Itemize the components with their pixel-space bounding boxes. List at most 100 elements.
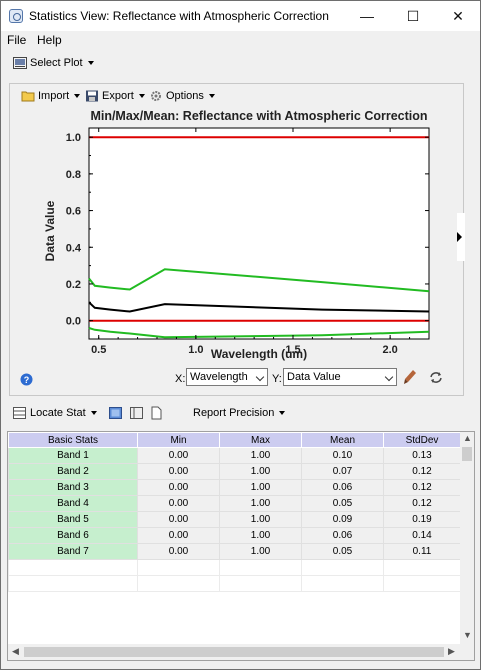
close-button[interactable]: ✕ bbox=[452, 8, 464, 24]
band-name-cell[interactable]: Band 5 bbox=[8, 511, 138, 528]
empty-cell bbox=[8, 559, 138, 576]
maximize-button[interactable]: ☐ bbox=[406, 8, 420, 24]
x-axis-select-label: X: bbox=[175, 373, 186, 385]
y-tick-label: 1.0 bbox=[66, 132, 81, 144]
scroll-down-icon[interactable]: ▼ bbox=[463, 630, 472, 640]
column-header[interactable]: Basic Stats bbox=[8, 432, 138, 448]
stat-cell[interactable]: 0.05 bbox=[301, 495, 384, 512]
stat-cell[interactable]: 0.00 bbox=[137, 463, 220, 480]
locate-stat-button[interactable]: Locate Stat bbox=[13, 407, 97, 419]
import-label: Import bbox=[38, 90, 70, 102]
stat-cell[interactable]: 0.10 bbox=[301, 447, 384, 464]
y-tick-label: 0.4 bbox=[66, 242, 82, 254]
stat-cell[interactable]: 0.12 bbox=[383, 479, 461, 496]
stat-cell[interactable]: 0.19 bbox=[383, 511, 461, 528]
report-precision-button[interactable]: Report Precision bbox=[193, 407, 286, 419]
chart-title: Min/Max/Mean: Reflectance with Atmospher… bbox=[90, 109, 427, 123]
scroll-left-icon[interactable]: ◀ bbox=[12, 646, 19, 656]
copy-icon[interactable] bbox=[151, 406, 163, 420]
stat-cell[interactable]: 1.00 bbox=[219, 479, 302, 496]
x-tick-label: 1.0 bbox=[188, 344, 203, 356]
empty-cell bbox=[137, 575, 220, 592]
stat-cell[interactable]: 0.06 bbox=[301, 479, 384, 496]
band-name-cell[interactable]: Band 4 bbox=[8, 495, 138, 512]
stat-cell[interactable]: 0.00 bbox=[137, 447, 220, 464]
band-name-cell[interactable]: Band 3 bbox=[8, 479, 138, 496]
select-plot-label: Select Plot bbox=[30, 57, 83, 69]
plot-area bbox=[88, 127, 430, 340]
stat-cell[interactable]: 1.00 bbox=[219, 463, 302, 480]
x-axis-select[interactable]: Wavelength bbox=[186, 368, 268, 386]
stat-cell[interactable]: 0.11 bbox=[383, 543, 461, 560]
select-plot-button[interactable]: Select Plot bbox=[13, 57, 94, 69]
horizontal-scrollbar[interactable]: ◀ ▶ bbox=[8, 644, 474, 660]
brush-icon[interactable] bbox=[403, 369, 417, 385]
line-chart[interactable]: Min/Max/Mean: Reflectance with Atmospher… bbox=[41, 107, 430, 362]
menu-file[interactable]: File bbox=[7, 33, 27, 47]
vertical-scroll-thumb[interactable] bbox=[462, 447, 472, 461]
stat-cell[interactable]: 0.00 bbox=[137, 511, 220, 528]
table-row[interactable]: Band 6 0.00 1.00 0.06 0.14 bbox=[8, 527, 461, 544]
stat-cell[interactable]: 0.12 bbox=[383, 495, 461, 512]
column-header[interactable]: Mean bbox=[301, 432, 384, 448]
window-title: Statistics View: Reflectance with Atmosp… bbox=[29, 9, 329, 23]
folder-icon bbox=[21, 91, 35, 102]
table-row[interactable]: Band 5 0.00 1.00 0.09 0.19 bbox=[8, 511, 461, 528]
stat-cell[interactable]: 0.13 bbox=[383, 447, 461, 464]
stat-cell[interactable]: 1.00 bbox=[219, 527, 302, 544]
title-bar[interactable]: Statistics View: Reflectance with Atmosp… bbox=[1, 1, 480, 31]
stat-cell[interactable]: 0.00 bbox=[137, 495, 220, 512]
stat-cell[interactable]: 0.05 bbox=[301, 543, 384, 560]
band-name-cell[interactable]: Band 1 bbox=[8, 447, 138, 464]
column-header[interactable]: StdDev bbox=[383, 432, 461, 448]
chevron-down-icon bbox=[279, 411, 286, 415]
help-icon[interactable]: ? bbox=[20, 373, 33, 386]
stat-cell[interactable]: 1.00 bbox=[219, 543, 302, 560]
stat-cell[interactable]: 0.09 bbox=[301, 511, 384, 528]
x-axis-label: Wavelength (um) bbox=[211, 347, 307, 361]
stat-cell[interactable]: 1.00 bbox=[219, 447, 302, 464]
stat-cell[interactable]: 1.00 bbox=[219, 511, 302, 528]
grid-view-icon[interactable] bbox=[109, 407, 122, 419]
table-row[interactable]: Band 7 0.00 1.00 0.05 0.11 bbox=[8, 543, 461, 560]
menu-help[interactable]: Help bbox=[37, 33, 62, 47]
app-icon bbox=[9, 9, 23, 23]
empty-cell bbox=[383, 559, 461, 576]
table-row[interactable]: Band 4 0.00 1.00 0.05 0.12 bbox=[8, 495, 461, 512]
minimize-button[interactable]: — bbox=[360, 8, 374, 24]
stat-cell[interactable]: 0.00 bbox=[137, 479, 220, 496]
band-name-cell[interactable]: Band 7 bbox=[8, 543, 138, 560]
scroll-up-icon[interactable]: ▲ bbox=[463, 433, 472, 443]
stat-cell[interactable]: 0.00 bbox=[137, 543, 220, 560]
empty-row bbox=[8, 559, 461, 576]
table-row[interactable]: Band 3 0.00 1.00 0.06 0.12 bbox=[8, 479, 461, 496]
y-tick-label: 0.0 bbox=[66, 316, 81, 328]
refresh-icon[interactable] bbox=[429, 371, 443, 384]
export-button[interactable]: Export bbox=[85, 90, 145, 102]
scroll-right-icon[interactable]: ▶ bbox=[448, 646, 455, 656]
stat-cell[interactable]: 0.14 bbox=[383, 527, 461, 544]
y-tick-label: 0.8 bbox=[66, 169, 81, 181]
stat-cell[interactable]: 0.07 bbox=[301, 463, 384, 480]
options-button[interactable]: Options bbox=[149, 90, 215, 102]
vertical-scrollbar[interactable]: ▲ ▼ bbox=[460, 432, 474, 644]
y-axis-select-value: Data Value bbox=[287, 371, 341, 383]
stat-cell[interactable]: 0.06 bbox=[301, 527, 384, 544]
band-name-cell[interactable]: Band 6 bbox=[8, 527, 138, 544]
table-row[interactable]: Band 1 0.00 1.00 0.10 0.13 bbox=[8, 447, 461, 464]
horizontal-scroll-thumb[interactable] bbox=[24, 647, 444, 657]
import-button[interactable]: Import bbox=[21, 90, 81, 102]
table-header-row: Basic Stats Min Max Mean StdDev bbox=[8, 432, 461, 448]
stat-cell[interactable]: 0.12 bbox=[383, 463, 461, 480]
stat-cell[interactable]: 0.00 bbox=[137, 527, 220, 544]
stat-cell[interactable]: 1.00 bbox=[219, 495, 302, 512]
column-header[interactable]: Max bbox=[219, 432, 302, 448]
empty-cell bbox=[301, 575, 384, 592]
column-header[interactable]: Min bbox=[137, 432, 220, 448]
band-name-cell[interactable]: Band 2 bbox=[8, 463, 138, 480]
x-tick-label: 0.5 bbox=[91, 344, 106, 356]
y-axis-select[interactable]: Data Value bbox=[283, 368, 397, 386]
list-view-icon[interactable] bbox=[130, 407, 143, 419]
table-row[interactable]: Band 2 0.00 1.00 0.07 0.12 bbox=[8, 463, 461, 480]
